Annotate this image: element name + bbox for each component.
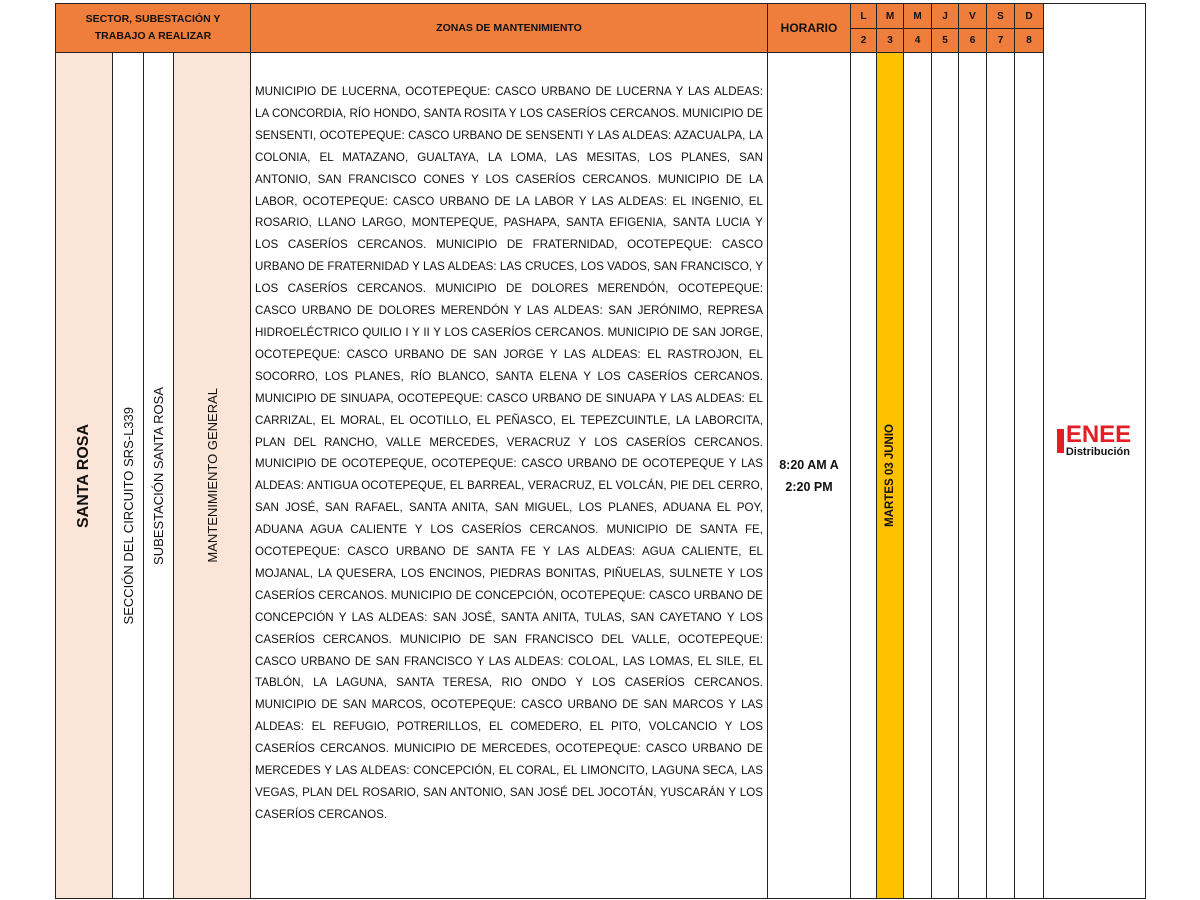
day-number: 2 [850, 28, 877, 53]
zones: MUNICIPIO DE LUCERNA, OCOTEPEQUE: CASCO … [250, 52, 768, 899]
logo-cell: ENEE Distribución [1042, 3, 1146, 899]
logo-text: ENEE Distribución [1065, 421, 1132, 459]
day-column [903, 52, 932, 899]
day-column [986, 52, 1015, 899]
sector-cell: SANTA ROSA [55, 52, 113, 899]
day-letter: M [876, 3, 904, 29]
circuit-cell: SECCIÓN DEL CIRCUITO SRS-L339 [112, 52, 144, 899]
logo-name: ENEE [1065, 421, 1132, 448]
day-number: 3 [876, 28, 904, 53]
header-zones: ZONAS DE MANTENIMIENTO [250, 3, 768, 53]
header-schedule: HORARIO [767, 3, 851, 53]
day-column [850, 52, 877, 899]
substation-cell: SUBESTACIÓN SANTA ROSA [143, 52, 174, 899]
day-number: 6 [958, 28, 987, 53]
day-column [931, 52, 959, 899]
day-letter: D [1014, 3, 1044, 29]
logo-subtitle: Distribución [1065, 446, 1130, 458]
logo: ENEE Distribución [1056, 421, 1132, 459]
day-column [958, 52, 987, 899]
day-letter: L [850, 3, 877, 29]
substation: SUBESTACIÓN SANTA ROSA [151, 386, 166, 565]
sector: SANTA ROSA [75, 423, 92, 528]
day-letter: S [986, 3, 1015, 29]
day-number: 7 [986, 28, 1015, 53]
day-letter: V [958, 3, 987, 29]
schedule: 8:20 AM A 2:20 PM [767, 52, 851, 899]
day-number: 5 [931, 28, 959, 53]
work: MANTENIMIENTO GENERAL [204, 388, 220, 563]
circuit: SECCIÓN DEL CIRCUITO SRS-L339 [120, 406, 136, 625]
day-number: 8 [1014, 28, 1044, 53]
logo-mark [1056, 429, 1064, 453]
day-column [1014, 52, 1044, 899]
day-letter: J [931, 3, 959, 29]
work-cell: MANTENIMIENTO GENERAL [173, 52, 251, 899]
date: MARTES 03 JUNIO [884, 424, 896, 527]
day-letter: M [903, 3, 932, 29]
day-column: MARTES 03 JUNIO [876, 52, 904, 899]
header-sector: SECTOR, SUBESTACIÓN Y TRABAJO A REALIZAR [55, 3, 251, 53]
day-number: 4 [903, 28, 932, 53]
